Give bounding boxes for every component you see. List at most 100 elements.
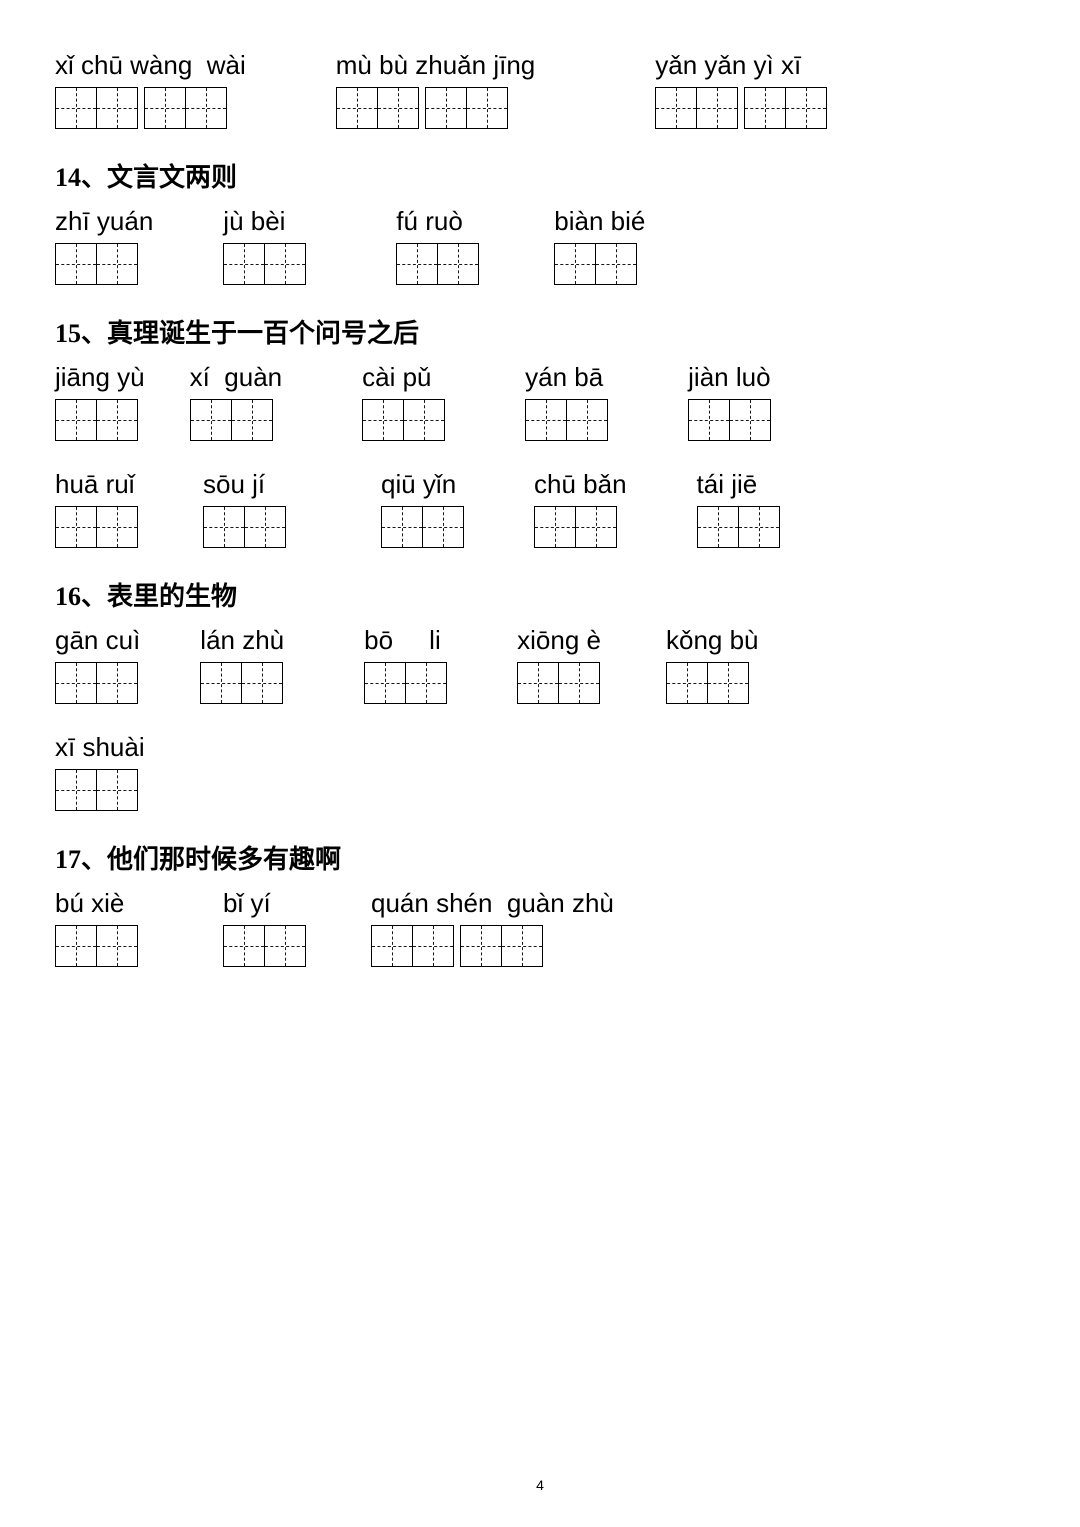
writing-cell	[241, 662, 283, 704]
section-heading: 15、真理诞生于一百个问号之后	[55, 313, 1025, 350]
box-group	[55, 87, 138, 129]
writing-boxes	[697, 506, 780, 548]
writing-cell	[96, 399, 138, 441]
exercise-row: jiāng yùxí guàncài pǔyán bājiàn luò	[55, 362, 1025, 441]
writing-boxes	[55, 87, 227, 129]
exercise-row: xǐ chū wàng wài mù bù zhuǎn jīng yǎn yǎn y…	[55, 50, 1025, 129]
box-group	[362, 399, 445, 441]
writing-boxes	[666, 662, 749, 704]
page-number: 4	[0, 1477, 1080, 1493]
writing-boxes	[55, 243, 138, 285]
box-group	[655, 87, 738, 129]
writing-cell	[223, 243, 265, 285]
exercise-item: jiāng yù	[55, 362, 145, 441]
writing-cell	[55, 662, 97, 704]
writing-cell	[729, 399, 771, 441]
pinyin-label: yán bā	[525, 362, 603, 393]
writing-cell	[425, 87, 467, 129]
pinyin-label: lán zhù	[200, 625, 284, 656]
box-group	[525, 399, 608, 441]
writing-cell	[96, 506, 138, 548]
box-group	[55, 925, 138, 967]
writing-boxes	[364, 662, 447, 704]
pinyin-label: mù bù zhuǎn jīng	[336, 50, 535, 81]
exercise-item: qiū yǐn	[381, 469, 464, 548]
writing-cell	[501, 925, 543, 967]
box-group	[55, 662, 138, 704]
pinyin-label: xǐ chū wàng wài	[55, 50, 246, 81]
writing-cell	[405, 662, 447, 704]
writing-cell	[55, 243, 97, 285]
writing-cell	[362, 399, 404, 441]
writing-cell	[264, 925, 306, 967]
pinyin-label: yǎn yǎn yì xī	[655, 50, 801, 81]
pinyin-label: jiàn luò	[688, 362, 770, 393]
box-group	[425, 87, 508, 129]
writing-cell	[96, 243, 138, 285]
writing-boxes	[688, 399, 771, 441]
section-heading: 17、他们那时候多有趣啊	[55, 839, 1025, 876]
exercise-item: cài pǔ	[362, 362, 445, 441]
box-group	[144, 87, 227, 129]
pinyin-label: bō li	[364, 625, 441, 656]
writing-cell	[55, 399, 97, 441]
writing-boxes	[203, 506, 286, 548]
writing-boxes	[655, 87, 827, 129]
exercise-item: xī shuài	[55, 732, 145, 811]
exercise-item: huā ruǐ	[55, 469, 138, 548]
writing-boxes	[554, 243, 637, 285]
writing-cell	[96, 769, 138, 811]
exercise-row: xī shuài	[55, 732, 1025, 811]
writing-cell	[412, 925, 454, 967]
writing-boxes	[223, 925, 306, 967]
writing-cell	[666, 662, 708, 704]
writing-boxes	[517, 662, 600, 704]
writing-boxes	[396, 243, 479, 285]
writing-boxes	[223, 243, 306, 285]
exercise-item: kǒng bù	[666, 625, 759, 704]
exercise-item: chū bǎn	[534, 469, 627, 548]
exercise-item: yǎn yǎn yì xī	[655, 50, 827, 129]
writing-boxes	[190, 399, 273, 441]
exercise-row: gān cuì lán zhù bō li xiōng è kǒng bù	[55, 625, 1025, 704]
pinyin-label: zhī yuán	[55, 206, 153, 237]
writing-cell	[377, 87, 419, 129]
pinyin-label: huā ruǐ	[55, 469, 135, 500]
writing-cell	[190, 399, 232, 441]
pinyin-label: fú ruò	[396, 206, 463, 237]
exercise-item: bō li	[364, 625, 447, 704]
exercise-item: tái jiē	[697, 469, 780, 548]
box-group	[666, 662, 749, 704]
box-group	[200, 662, 283, 704]
writing-cell	[364, 662, 406, 704]
writing-cell	[437, 243, 479, 285]
writing-cell	[244, 506, 286, 548]
writing-boxes	[55, 925, 138, 967]
pinyin-label: bú xiè	[55, 888, 124, 919]
pinyin-label: gān cuì	[55, 625, 140, 656]
box-group	[371, 925, 454, 967]
section-heading: 16、表里的生物	[55, 576, 1025, 613]
pinyin-label: xiōng è	[517, 625, 601, 656]
writing-cell	[534, 506, 576, 548]
writing-cell	[744, 87, 786, 129]
writing-cell	[336, 87, 378, 129]
pinyin-label: xī shuài	[55, 732, 145, 763]
box-group	[364, 662, 447, 704]
pinyin-label: sōu jí	[203, 469, 265, 500]
writing-cell	[55, 925, 97, 967]
writing-cell	[517, 662, 559, 704]
box-group	[336, 87, 419, 129]
pinyin-label: qiū yǐn	[381, 469, 456, 500]
writing-cell	[525, 399, 567, 441]
pinyin-label: jiāng yù	[55, 362, 145, 393]
exercise-row: zhī yuánjù bèifú ruòbiàn bié	[55, 206, 1025, 285]
exercise-item: xǐ chū wàng wài	[55, 50, 246, 129]
writing-cell	[422, 506, 464, 548]
writing-cell	[144, 87, 186, 129]
writing-cell	[185, 87, 227, 129]
box-group	[55, 399, 138, 441]
writing-boxes	[362, 399, 445, 441]
pinyin-label: cài pǔ	[362, 362, 431, 393]
writing-cell	[396, 243, 438, 285]
